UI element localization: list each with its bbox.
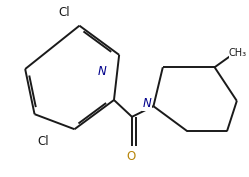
- Text: N: N: [142, 97, 151, 110]
- Text: N: N: [98, 65, 107, 78]
- Text: Cl: Cl: [37, 135, 49, 148]
- Text: Cl: Cl: [58, 6, 70, 19]
- Text: CH₃: CH₃: [229, 48, 247, 58]
- Text: O: O: [126, 150, 135, 163]
